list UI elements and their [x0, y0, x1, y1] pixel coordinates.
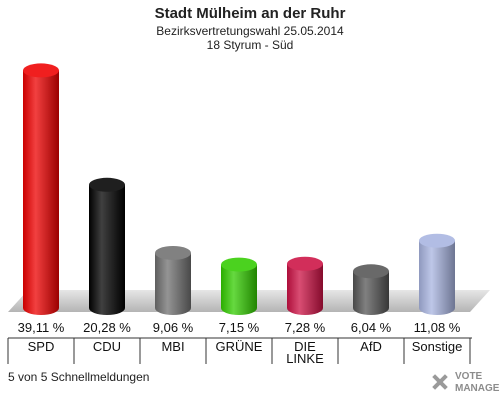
category-label: AfD	[360, 339, 382, 354]
bar-body	[89, 184, 125, 315]
bar-grüne	[221, 257, 257, 315]
category-label: MBI	[161, 339, 184, 354]
value-label: 39,11 %	[18, 320, 65, 335]
bar-body	[287, 263, 323, 315]
category-label: SPD	[28, 339, 55, 354]
value-label: 6,04 %	[351, 320, 392, 335]
votemanager-logo: VOTE MANAGER	[432, 371, 500, 394]
bar-body	[221, 264, 257, 315]
bar-top	[221, 257, 257, 272]
bar-group	[23, 63, 455, 315]
value-label-group: 39,11 % 20,28 % 9,06 % 7,15 % 7,28 % 6,04 % 11…	[18, 320, 461, 335]
category-label: LINKE	[286, 351, 324, 366]
bar-cdu	[89, 177, 125, 315]
value-label: 11,08 %	[414, 320, 461, 335]
chart-subtitle-line-1: Bezirksvertretungswahl 25.05.2014	[156, 24, 344, 38]
bar-body	[23, 70, 59, 315]
value-label: 7,15 %	[219, 320, 260, 335]
bar-top	[287, 256, 323, 271]
category-label: GRÜNE	[216, 339, 263, 354]
bar-top	[155, 245, 191, 260]
chart-title: Stadt Mülheim an der Ruhr	[155, 5, 346, 22]
bar-body	[155, 252, 191, 315]
category-label: Sonstige	[412, 339, 463, 354]
axis-tick-group	[7, 338, 471, 364]
category-label: CDU	[93, 339, 121, 354]
bar-top	[353, 264, 389, 279]
bar-die-linke	[287, 256, 323, 315]
bar-top	[89, 177, 125, 192]
bar-afd	[353, 264, 389, 315]
bar-top	[419, 233, 455, 248]
logo-text-line-2: MANAGER	[455, 383, 500, 394]
bar-top	[23, 63, 59, 78]
bar-body	[419, 240, 455, 315]
value-label: 7,28 %	[285, 320, 326, 335]
category-label: DIE	[294, 339, 316, 354]
bar-spd	[23, 63, 59, 315]
bar-sonstige	[419, 233, 455, 315]
logo-text-line-1: VOTE	[455, 371, 483, 382]
footer-note: 5 von 5 Schnellmeldungen	[8, 370, 149, 384]
bar-body	[353, 271, 389, 315]
chart-subtitle-line-2: 18 Styrum - Süd	[207, 38, 294, 52]
value-label: 9,06 %	[153, 320, 194, 335]
bar-mbi	[155, 245, 191, 315]
value-label: 20,28 %	[83, 320, 131, 335]
